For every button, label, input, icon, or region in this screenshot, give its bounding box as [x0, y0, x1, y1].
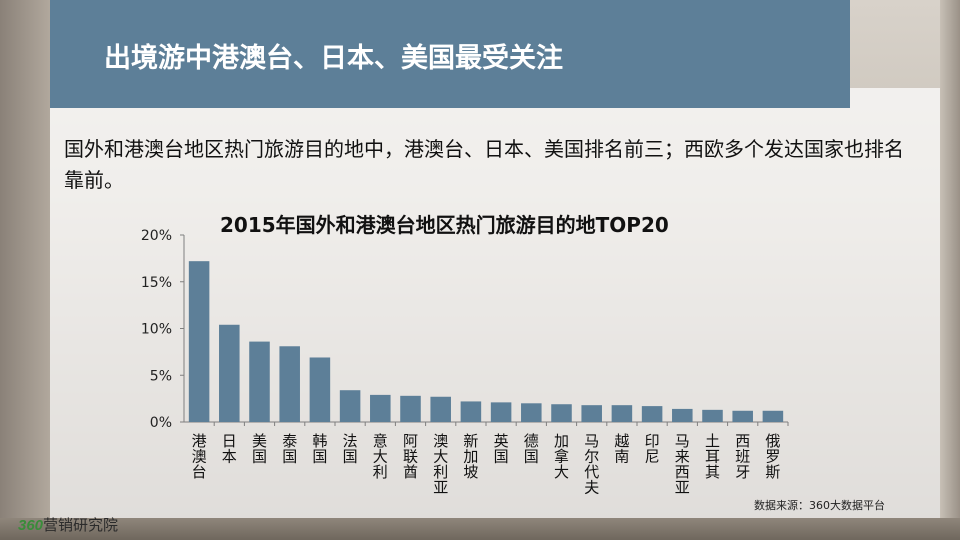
x-tick-label: 西班牙	[735, 432, 750, 481]
bar	[309, 357, 331, 422]
y-tick-label: 10%	[141, 322, 172, 338]
bar	[370, 394, 391, 422]
x-tick-label: 法国	[343, 432, 358, 466]
y-tick-label: 0%	[150, 415, 172, 431]
x-tick-label: 越南	[614, 432, 629, 466]
bar	[641, 406, 663, 422]
background-right-edge	[940, 0, 960, 540]
x-tick-label: 新加坡	[463, 432, 478, 481]
logo-number: 360	[18, 517, 44, 534]
x-tick-label: 日本	[222, 432, 237, 466]
x-tick-label: 德国	[524, 432, 539, 466]
bar	[339, 390, 361, 422]
bar	[611, 405, 633, 422]
chart-title: 2015年国外和港澳台地区热门旅游目的地TOP20	[220, 213, 669, 237]
x-tick-label: 意大利	[373, 432, 388, 481]
x-tick-label: 泰国	[282, 432, 297, 466]
bar	[430, 396, 451, 422]
bar	[249, 341, 270, 422]
x-tick-label: 美国	[252, 432, 267, 466]
title-bar	[50, 0, 850, 108]
x-tick-label: 加拿大	[554, 432, 569, 481]
y-tick-label: 20%	[141, 228, 172, 244]
bar	[521, 403, 542, 422]
y-tick-label: 5%	[150, 368, 172, 384]
bar	[762, 410, 784, 422]
bar	[400, 395, 421, 422]
x-tick-label: 印尼	[645, 432, 660, 466]
bar	[672, 408, 693, 422]
background-left-edge	[0, 0, 50, 540]
x-tick-label: 马尔代夫	[584, 432, 599, 497]
bar	[460, 401, 482, 422]
logo-text: 营销研究院	[43, 517, 119, 534]
bar	[219, 324, 240, 422]
background-bottom-edge	[0, 518, 960, 540]
x-tick-label: 韩国	[312, 432, 327, 466]
x-tick-label: 澳大利亚	[433, 432, 448, 497]
x-tick-label: 土耳其	[705, 432, 720, 481]
x-tick-label: 港澳台	[192, 432, 207, 481]
bar	[581, 405, 602, 422]
bar	[702, 409, 723, 422]
x-tick-label: 英国	[494, 432, 509, 466]
logo: 360营销研究院	[18, 514, 118, 535]
x-tick-label: 俄罗斯	[765, 432, 780, 481]
bar	[279, 346, 300, 422]
y-tick-label: 15%	[141, 275, 172, 291]
bar	[188, 261, 210, 422]
data-source: 数据来源：360大数据平台	[754, 499, 885, 512]
x-tick-label: 阿联酋	[403, 432, 418, 481]
x-tick-label: 马来西亚	[675, 432, 690, 497]
slide-title: 出境游中港澳台、日本、美国最受关注	[104, 43, 563, 74]
bar	[732, 410, 753, 422]
bar	[490, 402, 512, 422]
slide-description: 国外和港澳台地区热门旅游目的地中，港澳台、日本、美国排名前三；西欧多个发达国家也…	[64, 137, 904, 192]
bar	[551, 404, 572, 422]
